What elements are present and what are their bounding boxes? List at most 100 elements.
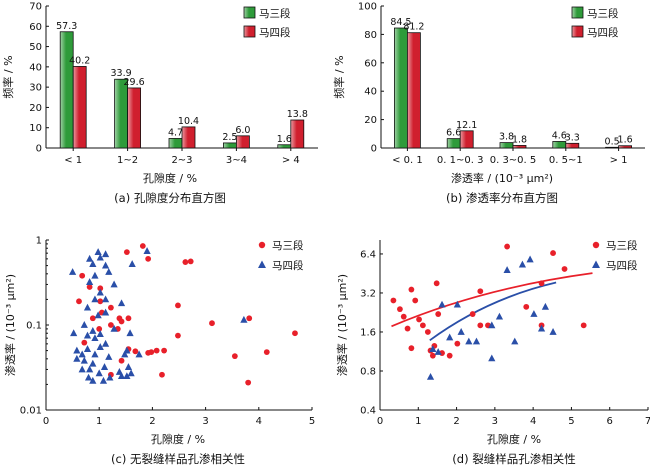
scatter-point (121, 350, 129, 358)
x-tick-label: < 0. 1 (392, 155, 423, 166)
y-tick-label: 1.6 (360, 327, 376, 338)
scatter-point (117, 372, 126, 380)
bar (181, 126, 196, 149)
panel-a-caption: (a) 孔隙度分布直方图 (114, 191, 226, 205)
scatter-point (454, 340, 461, 347)
scatter-point (84, 373, 93, 381)
scatter-point (145, 255, 152, 262)
bar (277, 144, 292, 149)
x-tick-label: 5 (568, 416, 574, 427)
legend-label: 马四段 (272, 259, 304, 272)
scatter-point (530, 310, 538, 317)
scatter-point (91, 350, 99, 358)
scatter-point (123, 372, 131, 380)
legend-label: 马三段 (587, 7, 619, 20)
scatter-point (263, 349, 270, 355)
bar (459, 130, 474, 149)
scatter-point (400, 313, 407, 320)
scatter-point (80, 321, 88, 328)
legend-label: 马三段 (606, 239, 638, 252)
scatter-point (438, 300, 446, 308)
scatter-point (245, 379, 252, 386)
x-tick-label: 2 (453, 416, 459, 427)
legend-swatch (571, 6, 584, 19)
scatter-point (96, 330, 104, 338)
bar (114, 78, 128, 149)
scatter-point (504, 243, 511, 250)
scatter-point (435, 311, 442, 317)
scatter-point (550, 250, 556, 256)
bar (72, 66, 87, 149)
scatter-point (419, 322, 426, 329)
bar (512, 145, 527, 149)
y-tick-label: 0.01 (20, 406, 42, 417)
panel-a-xlabel: 孔隙度 / % (143, 171, 197, 185)
x-tick-label: 3 (492, 416, 498, 427)
scatter-point (106, 373, 114, 381)
scatter-point (124, 363, 133, 370)
scatter-point (78, 365, 86, 373)
scatter-point (125, 315, 132, 322)
scatter-point (209, 320, 215, 327)
x-tick-label: 2 (149, 416, 155, 427)
scatter-point (153, 347, 160, 354)
data-label: 0.5 (605, 136, 620, 147)
y-tick-label: 100 (358, 2, 377, 13)
scatter-point (73, 354, 81, 362)
data-label: 33.9 (111, 68, 132, 79)
scatter-point (110, 280, 118, 288)
data-label: 3.8 (499, 132, 514, 143)
scatter-point (231, 353, 238, 360)
scatter-point (424, 329, 431, 335)
data-label: 1.6 (277, 134, 292, 145)
data-label: 1.8 (512, 134, 527, 145)
y-tick-label: 0 (371, 144, 377, 155)
scatter-point (83, 345, 92, 353)
data-label: 10.4 (178, 116, 199, 127)
scatter-point (97, 285, 104, 292)
data-label: 3.3 (565, 132, 580, 143)
scatter-point (91, 295, 99, 303)
scatter-point (511, 337, 519, 345)
scatter-point (429, 345, 437, 352)
bar (168, 138, 183, 149)
bar (406, 32, 421, 149)
scatter-point (73, 346, 81, 354)
data-label: 57.3 (56, 21, 77, 32)
panel-a-porosity-histogram: 0 10 20 30 40 50 60 70 < 1 57.3 40.2 1~2 33.929.6 2~3… (29, 2, 318, 166)
y-tick-label: 50 (29, 42, 42, 53)
scatter-point (408, 286, 415, 293)
bar (290, 119, 305, 149)
scatter-point (96, 325, 103, 332)
data-label: 4.6 (552, 130, 567, 141)
scatter-point (96, 288, 104, 296)
legend-marker (258, 260, 266, 268)
scatter-point (404, 325, 411, 332)
scatter-point (96, 253, 104, 261)
scatter-point (108, 322, 114, 328)
legend-label: 马三段 (259, 7, 291, 20)
scatter-point (541, 302, 549, 310)
scatter-point (86, 365, 94, 373)
scatter-point (76, 298, 82, 305)
data-label: 6.0 (235, 125, 250, 136)
scatter-point (79, 272, 86, 279)
data-label: 13.8 (287, 109, 308, 120)
y-tick-label: 80 (364, 30, 377, 41)
bar (605, 146, 619, 149)
data-label: 81.2 (403, 22, 424, 33)
scatter-point (446, 352, 453, 359)
scatter-point (100, 363, 109, 370)
scatter-point (390, 297, 397, 304)
legend-swatch (243, 25, 256, 38)
scatter-point (434, 348, 442, 355)
x-tick-label: 6 (607, 416, 613, 427)
bar (618, 145, 632, 149)
bar (565, 142, 580, 149)
scatter-point (70, 329, 78, 337)
scatter-point (135, 350, 143, 358)
legend-marker (592, 260, 600, 268)
scatter-point (477, 288, 484, 295)
panel-c-ylabel: 渗透率 / (10⁻³ μm²) (3, 274, 17, 376)
scatter-point (412, 297, 419, 304)
